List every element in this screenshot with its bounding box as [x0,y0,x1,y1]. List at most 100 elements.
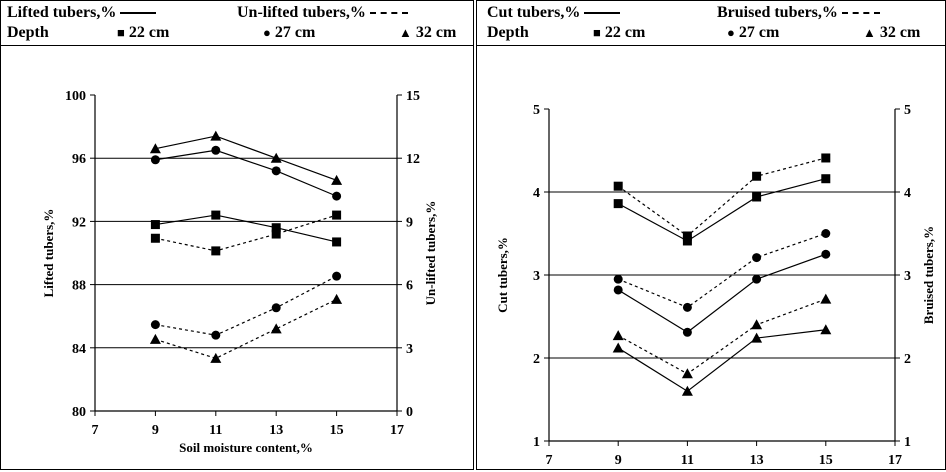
data-point-triangle [331,174,343,185]
legend-depth-27: ● 27 cm [727,23,779,43]
y-tick-label: 84 [72,342,86,357]
x-tick-label: 11 [209,423,222,438]
y-axis-title: Cut tubers,% [495,237,510,313]
data-point-square [150,220,160,230]
series-line-solid-square [617,178,826,242]
square-marker-icon: ■ [117,25,125,40]
legend-depth-32-label: 32 cm [415,24,457,41]
circle-marker-icon: ● [263,25,271,40]
plot-area-left: 80 84 88 92 96 100 0 3 6 9 12 15 7 9 11 13 15 17 Soil mois… [41,89,438,455]
legend-depth-22: ■ 22 cm [593,23,645,43]
x-axis-title: Soil moisture content,% [179,440,313,455]
y2-tick-label: 2 [904,352,911,367]
data-point-triangle [149,333,161,344]
y-tick-label: 4 [533,186,540,201]
data-point-circle [821,249,831,259]
y-tick-label: 5 [533,103,540,118]
data-point-circle [332,271,342,281]
y-tick-label: 3 [533,269,540,284]
data-point-triangle [820,293,832,304]
data-point-circle [821,229,831,238]
triangle-marker-icon: ▲ [863,25,876,40]
square-marker-icon: ■ [593,25,601,40]
series-line-dashed-circle [617,232,826,309]
legend-solid-label: Cut tubers,% [487,4,581,21]
legend-depth-22-label: 22 cm [128,24,170,41]
legend-solid-label: Lifted tubers,% [7,4,117,21]
y-tick-label: 80 [72,405,86,420]
x-tick-label: 7 [546,453,553,468]
y2-tick-label: 6 [406,279,413,294]
data-point-triangle [270,152,282,163]
x-tick-label: 17 [390,423,404,438]
legend: Lifted tubers,% Un-lifted tubers,% Depth… [1,1,473,46]
legend-depth-32: ▲ 32 cm [399,23,456,43]
series-line-dashed-square [155,214,337,252]
x-tick-label: 15 [330,423,344,438]
data-point-triangle [612,330,624,341]
data-point-circle [211,330,221,340]
data-point-triangle [751,332,763,343]
x-tick-label: 9 [615,453,622,468]
legend-dashed-label: Un-lifted tubers,% [237,4,366,21]
data-point-circle [211,145,221,155]
data-point-triangle [270,323,282,334]
data-point-square [752,192,762,202]
data-point-triangle [820,324,832,335]
data-point-triangle [331,293,343,304]
y-tick-label: 1 [533,435,540,450]
solid-line-sample [584,12,621,15]
chart-panel-left: Lifted tubers,% Un-lifted tubers,% Depth… [0,0,474,470]
data-point-square [332,237,342,247]
y-tick-label: 96 [72,152,86,167]
y2-tick-label: 3 [904,269,911,284]
x-tick-label: 13 [750,453,764,468]
legend-depth-22: ■ 22 cm [117,23,169,43]
data-point-triangle [210,352,222,363]
data-point-triangle [681,385,693,396]
data-point-circle [271,166,281,176]
data-point-square [211,210,221,220]
data-point-triangle [612,342,624,353]
series-line-dashed-triangle [155,298,337,359]
legend-dashed-label: Bruised tubers,% [717,4,838,21]
data-point-circle [271,303,281,313]
y-tick-label: 2 [533,352,540,367]
legend-depth-label: Depth [7,24,49,41]
series-line-dashed-triangle [617,298,827,375]
triangle-marker-icon: ▲ [399,25,412,40]
x-tick-label: 13 [269,423,283,438]
dashed-line-sample [369,12,408,15]
legend-solid-item: Cut tubers,% [487,3,621,23]
data-point-square [613,181,623,191]
series-line-solid-square [155,214,337,243]
legend-depth-32: ▲ 32 cm [863,23,920,43]
series-line-solid-triangle [155,135,337,181]
circle-marker-icon: ● [727,25,735,40]
data-point-square [682,236,692,246]
legend-depth-27-label: 27 cm [274,24,316,41]
data-point-triangle [149,143,161,154]
data-point-square [150,233,160,243]
y2-tick-label: 3 [406,342,413,357]
legend-depth-label: Depth [487,24,529,41]
data-point-triangle [210,130,222,141]
data-point-circle [682,302,692,312]
y2-tick-label: 1 [904,435,911,450]
data-point-circle [613,285,623,295]
series-line-solid-circle [617,253,827,333]
data-point-square [211,246,221,256]
x-tick-label: 15 [819,453,833,468]
y2-tick-label: 9 [406,215,413,230]
y2-tick-label: 5 [904,103,911,118]
legend-solid-item: Lifted tubers,% [7,3,157,23]
x-tick-label: 17 [888,453,902,468]
y2-axis-title: Un-lifted tubers,% [423,201,438,306]
dashed-line-sample [841,12,880,15]
data-point-square [332,210,342,220]
y2-axis-title: Bruised tubers,% [921,226,936,324]
legend-depth-32-label: 32 cm [879,24,921,41]
y2-tick-label: 12 [406,152,420,167]
y2-tick-label: 0 [406,405,413,420]
data-point-circle [752,253,762,263]
